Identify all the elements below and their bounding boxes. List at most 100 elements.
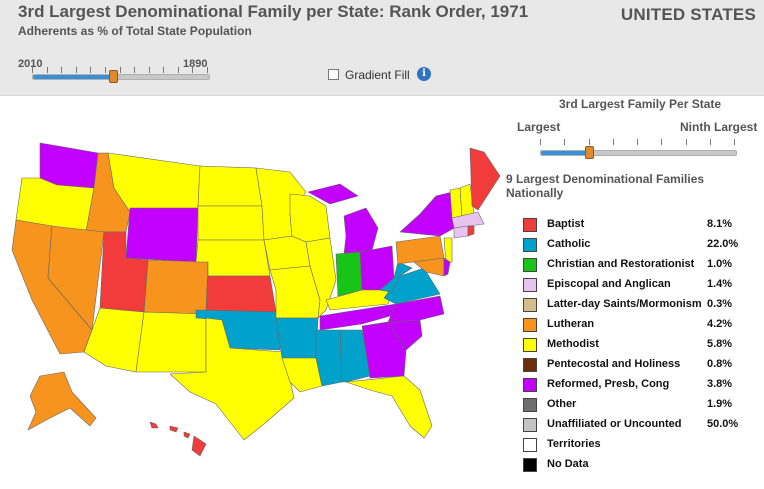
legend-item[interactable]: Other 1.9% bbox=[523, 397, 753, 417]
legend-value: 4.2% bbox=[707, 318, 733, 330]
state-new-mexico[interactable] bbox=[135, 311, 207, 373]
legend-label: Christian and Restorationist bbox=[547, 258, 695, 270]
legend-swatch bbox=[523, 458, 537, 472]
legend-item[interactable]: Christian and Restorationist 1.0% bbox=[523, 257, 753, 277]
legend-value: 0.3% bbox=[707, 298, 733, 310]
legend-item[interactable]: Pentecostal and Holiness 0.8% bbox=[523, 357, 753, 377]
rank-slider-fill bbox=[541, 151, 590, 155]
legend-label: Territories bbox=[547, 438, 601, 450]
rank-slider-ticks bbox=[540, 139, 735, 145]
state-florida[interactable] bbox=[345, 375, 433, 439]
legend-item[interactable]: Methodist 5.8% bbox=[523, 337, 753, 357]
page-title: 3rd Largest Denominational Family per St… bbox=[18, 2, 529, 21]
state-indiana[interactable] bbox=[335, 251, 363, 297]
legend: Baptist 8.1% Catholic 22.0% Christian and Re… bbox=[523, 217, 753, 477]
state-arkansas[interactable] bbox=[275, 317, 319, 359]
state-north-dakota[interactable] bbox=[197, 165, 263, 207]
legend-value: 1.4% bbox=[707, 278, 733, 290]
header-bar: 3rd Largest Denominational Family per St… bbox=[0, 0, 764, 96]
legend-swatch bbox=[523, 398, 537, 412]
legend-label: No Data bbox=[547, 458, 589, 470]
gradient-fill-label[interactable]: Gradient Fill bbox=[345, 68, 410, 82]
legend-item[interactable]: Unaffiliated or Uncounted 50.0% bbox=[523, 417, 753, 437]
legend-value: 3.8% bbox=[707, 378, 733, 390]
state-colorado[interactable] bbox=[143, 259, 209, 315]
state-kansas[interactable] bbox=[205, 275, 277, 313]
legend-item[interactable]: No Data bbox=[523, 457, 753, 477]
state-michigan-upper[interactable] bbox=[307, 183, 359, 205]
legend-item[interactable]: Catholic 22.0% bbox=[523, 237, 753, 257]
legend-title: 9 Largest Denominational Families Nation… bbox=[506, 172, 705, 200]
rank-slider-min-label: Largest bbox=[517, 120, 561, 134]
legend-swatch bbox=[523, 218, 537, 232]
legend-item[interactable]: Lutheran 4.2% bbox=[523, 317, 753, 337]
state-maine[interactable] bbox=[469, 147, 500, 211]
state-wisconsin[interactable] bbox=[289, 193, 331, 243]
page-subtitle: Adherents as % of Total State Population bbox=[18, 24, 252, 38]
rank-slider-max-label: Ninth Largest bbox=[680, 120, 758, 134]
legend-swatch bbox=[523, 318, 537, 332]
legend-value: 1.9% bbox=[707, 398, 733, 410]
legend-swatch bbox=[523, 238, 537, 252]
legend-swatch bbox=[523, 418, 537, 432]
legend-value: 5.8% bbox=[707, 338, 733, 350]
legend-value: 1.0% bbox=[707, 258, 733, 270]
legend-swatch bbox=[523, 258, 537, 272]
year-slider-end-label: 1890 bbox=[183, 58, 208, 70]
state-alaska[interactable] bbox=[27, 371, 97, 431]
rank-slider-title: 3rd Largest Family Per State bbox=[559, 97, 722, 111]
state-mississippi[interactable] bbox=[315, 329, 343, 387]
state-connecticut[interactable] bbox=[453, 225, 469, 239]
state-rhode-island[interactable] bbox=[467, 225, 475, 237]
legend-label: Episcopal and Anglican bbox=[547, 278, 671, 290]
country-label: UNITED STATES bbox=[620, 5, 756, 24]
state-alabama[interactable] bbox=[339, 329, 371, 383]
state-wyoming[interactable] bbox=[125, 207, 199, 263]
legend-swatch bbox=[523, 298, 537, 312]
legend-label: Methodist bbox=[547, 338, 599, 350]
state-new-york[interactable] bbox=[399, 191, 459, 237]
state-new-jersey[interactable] bbox=[443, 237, 453, 265]
legend-swatch bbox=[523, 438, 537, 452]
legend-label: Reformed, Presb, Cong bbox=[547, 378, 670, 390]
legend-swatch bbox=[523, 338, 537, 352]
year-slider-ticks bbox=[32, 67, 208, 73]
legend-label: Unaffiliated or Uncounted bbox=[547, 418, 682, 430]
state-massachusetts[interactable] bbox=[451, 211, 485, 229]
state-illinois[interactable] bbox=[305, 237, 337, 319]
state-hawaii-islands[interactable] bbox=[149, 421, 191, 439]
legend-label: Latter-day Saints/Mormonism bbox=[547, 298, 702, 310]
legend-label: Baptist bbox=[547, 218, 585, 230]
legend-item[interactable]: Reformed, Presb, Cong 3.8% bbox=[523, 377, 753, 397]
year-slider-track[interactable] bbox=[32, 74, 210, 80]
rank-slider-track[interactable] bbox=[540, 150, 737, 156]
us-map bbox=[11, 142, 500, 457]
state-texas[interactable] bbox=[169, 317, 295, 441]
state-michigan[interactable] bbox=[343, 207, 379, 255]
state-south-dakota[interactable] bbox=[197, 205, 265, 241]
legend-value: 0.8% bbox=[707, 358, 733, 370]
year-slider-thumb[interactable] bbox=[108, 70, 118, 83]
gradient-fill-checkbox[interactable] bbox=[328, 69, 339, 80]
state-west-virginia[interactable] bbox=[379, 261, 413, 293]
state-tennessee[interactable] bbox=[319, 303, 405, 331]
state-washington[interactable] bbox=[39, 142, 99, 189]
rank-slider-thumb[interactable] bbox=[584, 146, 594, 159]
state-louisiana[interactable] bbox=[281, 357, 323, 393]
legend-item[interactable]: Baptist 8.1% bbox=[523, 217, 753, 237]
state-georgia[interactable] bbox=[361, 321, 407, 379]
legend-item[interactable]: Territories bbox=[523, 437, 753, 457]
state-hawaii-main[interactable] bbox=[191, 435, 207, 457]
legend-label: Lutheran bbox=[547, 318, 595, 330]
state-north-carolina[interactable] bbox=[387, 295, 445, 323]
legend-item[interactable]: Latter-day Saints/Mormonism 0.3% bbox=[523, 297, 753, 317]
year-slider-start-label: 2010 bbox=[18, 58, 43, 70]
info-icon[interactable]: i bbox=[417, 67, 431, 81]
state-delaware[interactable] bbox=[443, 257, 451, 277]
legend-label: Catholic bbox=[547, 238, 591, 250]
legend-value: 50.0% bbox=[707, 418, 739, 430]
legend-item[interactable]: Episcopal and Anglican 1.4% bbox=[523, 277, 753, 297]
legend-swatch bbox=[523, 358, 537, 372]
legend-label: Pentecostal and Holiness bbox=[547, 358, 681, 370]
state-iowa[interactable] bbox=[263, 235, 311, 271]
